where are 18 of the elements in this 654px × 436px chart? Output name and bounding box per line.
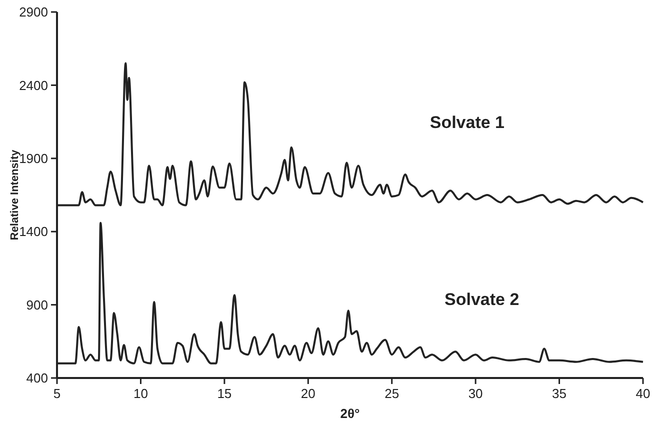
text: Solvate 1 <box>430 113 505 132</box>
x-tick-label: 5 <box>53 386 61 401</box>
text: Solvate 2 <box>444 290 520 309</box>
y-tick-label: 900 <box>26 297 48 312</box>
x-tick-label: 25 <box>384 386 400 401</box>
y-tick-label: 1400 <box>19 224 48 240</box>
y-tick-label: 2400 <box>19 78 48 93</box>
y-tick-label: 2900 <box>19 4 48 20</box>
x-tick-label: 40 <box>636 386 650 401</box>
x-tick-label: 15 <box>217 386 232 401</box>
x-tick-label: 10 <box>133 386 148 401</box>
x-axis-title: 2θ° <box>340 406 360 421</box>
x-tick-label: 30 <box>468 386 483 401</box>
y-tick-label: 1900 <box>19 150 48 166</box>
x-tick-label: 35 <box>552 386 567 401</box>
x-tick-label: 20 <box>300 386 316 401</box>
y-tick-label: 400 <box>26 370 48 386</box>
y-axis-title: Relative Intensity <box>9 148 21 240</box>
